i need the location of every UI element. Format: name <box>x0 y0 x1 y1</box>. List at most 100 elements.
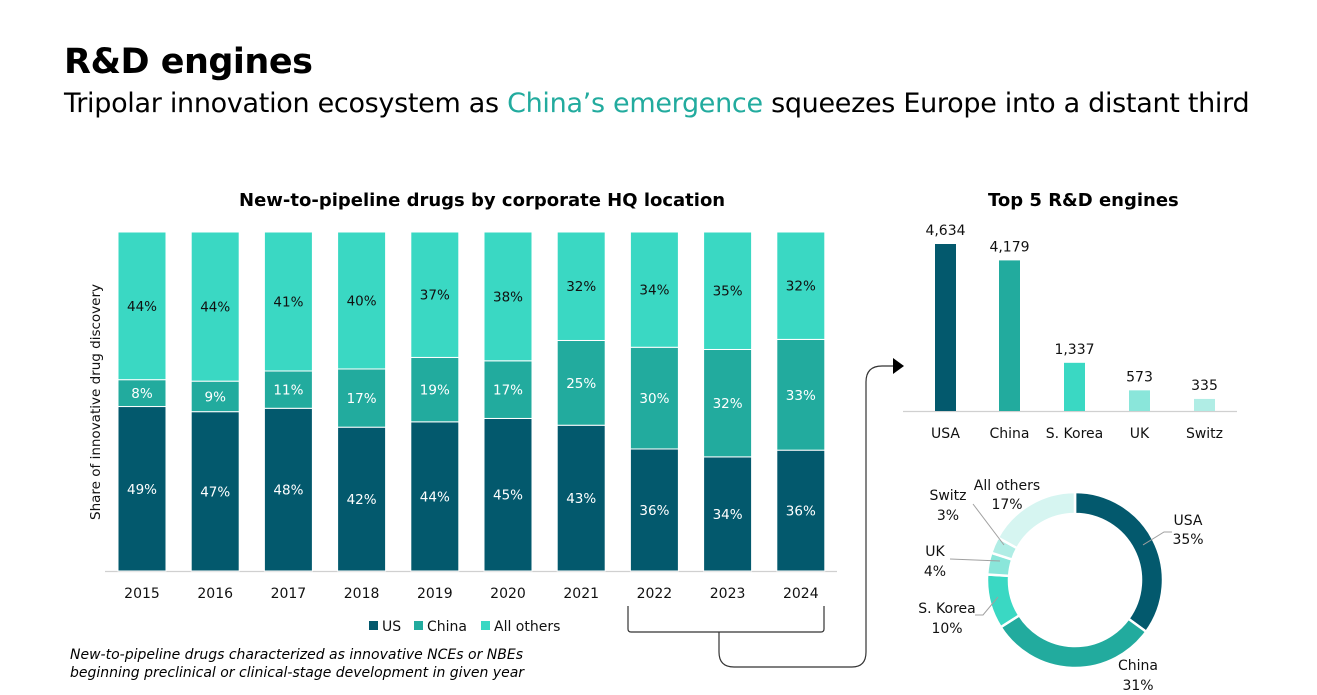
bar-segment-us <box>410 421 460 572</box>
slice-label-value: 3% <box>937 508 959 524</box>
x-tick-label: 2023 <box>710 586 746 602</box>
bar-segment-all-others <box>263 231 313 372</box>
subtitle-post: squeezes Europe into a distant third <box>762 88 1250 119</box>
bracket-2022-2024 <box>627 606 825 633</box>
stacked-bar-chart: Share of innovative drug discovery 49% 8% 4… <box>88 231 837 635</box>
slice-label-value: 31% <box>1122 678 1153 694</box>
x-tick-label: 2021 <box>563 586 599 602</box>
bar-segment-us <box>483 417 533 572</box>
data-label: 25% <box>566 376 596 392</box>
footnote-line-1: New-to-pipeline drugs characterized as i… <box>70 647 524 663</box>
bar-segment-china <box>776 338 826 451</box>
data-label: 34% <box>639 283 669 299</box>
legend-swatch <box>481 621 490 630</box>
data-label: 9% <box>204 389 226 405</box>
data-label: 33% <box>786 388 816 404</box>
data-label: 41% <box>273 294 303 310</box>
data-label: 4,634 <box>925 223 965 239</box>
bar-segment-china <box>190 380 240 413</box>
bar-segment-us <box>263 407 313 572</box>
bracket-connector <box>627 358 904 668</box>
x-tick-label: 2016 <box>197 586 233 602</box>
bar-s-korea <box>1064 362 1085 411</box>
data-label: 40% <box>347 293 377 309</box>
data-label: 30% <box>639 391 669 407</box>
connector-arrow-line <box>718 365 893 668</box>
data-label: 38% <box>493 289 523 305</box>
data-label: 32% <box>713 396 743 412</box>
data-label: 47% <box>200 484 230 500</box>
data-label: 45% <box>493 488 523 504</box>
legend: US China All others <box>369 619 560 635</box>
arrow-head-icon <box>893 358 904 374</box>
donut-chart: USA 35% China 31% S. Korea 10% UK 4% Switz 3% All … <box>918 478 1203 694</box>
data-label: 34% <box>713 507 743 523</box>
x-tick-label: S. Korea <box>1046 426 1103 442</box>
footnote-line-2: beginning preclinical or clinical-stage … <box>70 665 525 681</box>
bar-segment-all-others <box>483 231 533 362</box>
donut-slice-usa <box>1073 490 1165 634</box>
slice-label-name: USA <box>1174 513 1203 529</box>
x-tick-label: 2018 <box>344 586 380 602</box>
bar-segment-china <box>483 360 533 419</box>
legend-label: All others <box>494 619 560 635</box>
data-label: 1,337 <box>1054 342 1094 358</box>
page-subtitle: Tripolar innovation ecosystem as China’s… <box>64 88 1250 119</box>
subtitle-pre: Tripolar innovation ecosystem as <box>64 88 508 119</box>
page-title: R&D engines <box>64 42 313 82</box>
legend-swatch <box>369 621 378 630</box>
bar-switz <box>1194 398 1215 411</box>
data-label: 36% <box>786 504 816 520</box>
data-label: 37% <box>420 288 450 304</box>
x-tick-label: 2019 <box>417 586 453 602</box>
footnote: New-to-pipeline drugs characterized as i… <box>70 646 524 682</box>
bar-segment-all-others <box>703 231 753 350</box>
data-label: 44% <box>127 299 157 315</box>
x-tick-label: 2024 <box>783 586 819 602</box>
bar-segment-us <box>337 426 387 572</box>
x-tick-label: 2020 <box>490 586 526 602</box>
top5-bar-chart: 4,634 USA 4,179 China 1,337 S. Korea 573 UK 335 S… <box>903 223 1237 442</box>
slice-label-name: All others <box>974 478 1040 494</box>
data-label: 42% <box>347 492 377 508</box>
slice-label-name: Switz <box>929 488 966 504</box>
data-label: 335 <box>1191 378 1218 394</box>
bar-segment-us <box>556 424 606 572</box>
bar-segment-us <box>190 411 240 572</box>
leader-line <box>949 558 1001 562</box>
bar-usa <box>935 244 956 411</box>
data-label: 8% <box>131 386 153 402</box>
bar-uk <box>1129 390 1150 411</box>
bar-segment-china <box>629 346 679 450</box>
data-label: 4,179 <box>989 239 1029 255</box>
bar-segment-all-others <box>337 231 387 370</box>
data-label: 19% <box>420 383 450 399</box>
x-tick-label: UK <box>1130 426 1150 442</box>
slice-label-value: 17% <box>991 497 1022 513</box>
data-label: 44% <box>200 300 230 316</box>
slice-label-name: S. Korea <box>918 601 975 617</box>
slice-label-name: China <box>1118 658 1158 674</box>
donut-slice-all-others <box>996 490 1077 550</box>
data-label: 32% <box>566 279 596 295</box>
bar-segment-all-others <box>629 231 679 348</box>
slice-label-value: 35% <box>1172 532 1203 548</box>
data-label: 17% <box>347 391 377 407</box>
bar-segment-all-others <box>117 231 167 381</box>
legend-label: China <box>427 619 467 635</box>
x-tick-label: China <box>990 426 1030 442</box>
data-label: 36% <box>639 503 669 519</box>
y-axis-label: Share of innovative drug discovery <box>88 284 104 520</box>
leader-line <box>972 503 1005 546</box>
bar-segment-china <box>703 348 753 458</box>
bar-segment-china <box>337 368 387 428</box>
x-tick-label: 2022 <box>637 586 673 602</box>
slice-label-value: 10% <box>931 621 962 637</box>
donut-slice-s-korea <box>985 573 1021 629</box>
data-label: 32% <box>786 279 816 295</box>
data-label: 43% <box>566 491 596 507</box>
slice-label-value: 4% <box>924 564 946 580</box>
bar-segment-china <box>410 356 460 423</box>
bar-segment-all-others <box>190 231 240 382</box>
